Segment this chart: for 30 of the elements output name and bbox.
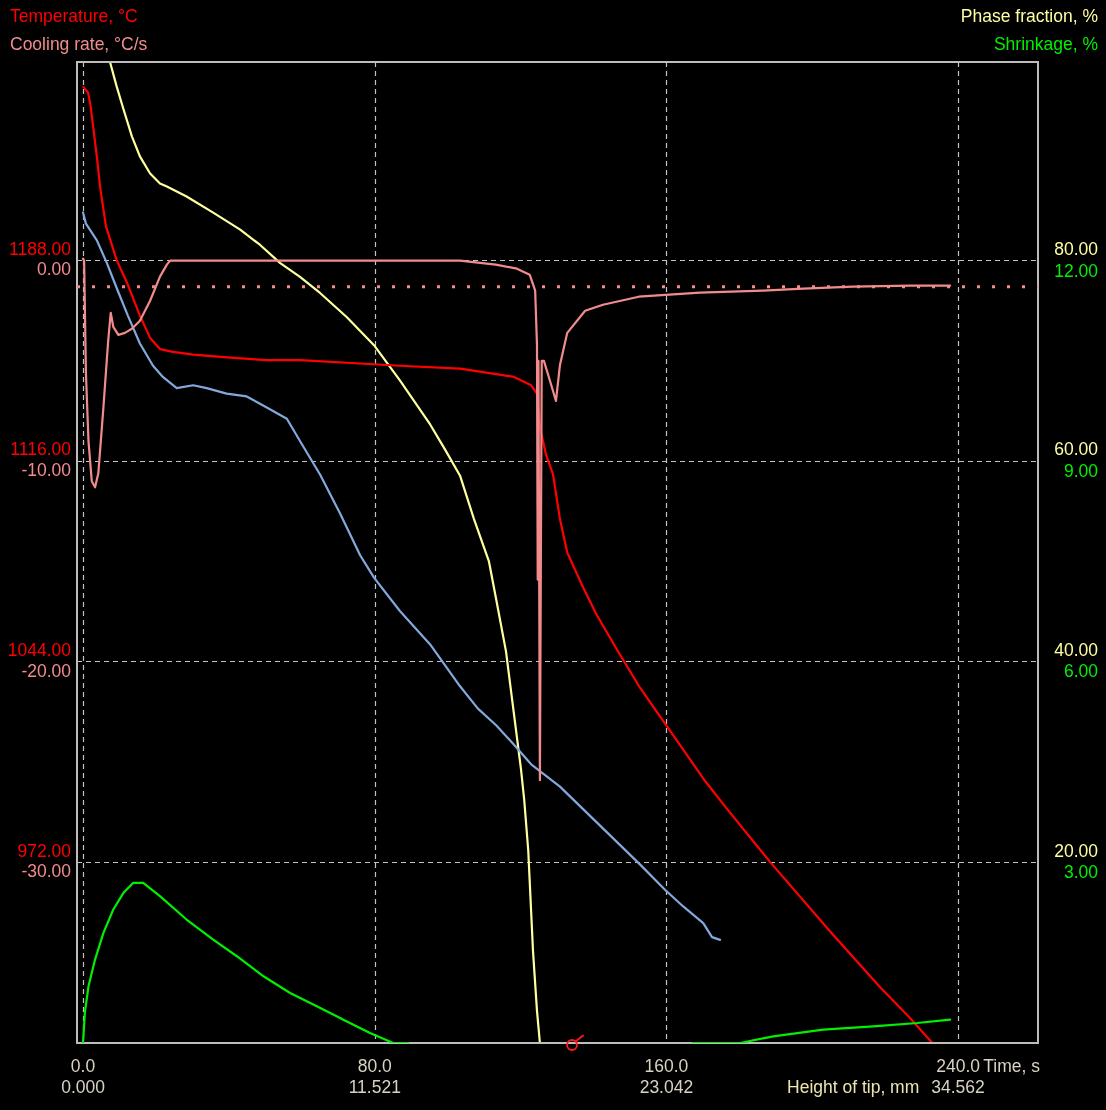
- y-tick-label: -10.00: [21, 460, 72, 481]
- y-tick-label: -30.00: [21, 861, 72, 882]
- y-tick-label: 1116.00: [10, 439, 72, 460]
- y2-axis-title: Shrinkage, %: [993, 33, 1098, 54]
- y-axis-title: Cooling rate, °C/s: [10, 33, 148, 54]
- y-tick-label: 1044.00: [7, 640, 72, 661]
- x-tick-label: 160.0: [644, 1055, 689, 1076]
- y2-tick-label: 6.00: [1063, 661, 1099, 682]
- y2-axis-title: Phase fraction, %: [960, 5, 1098, 26]
- y2-tick-label: 80.00: [1054, 238, 1099, 259]
- y-tick-label: 0.00: [36, 259, 72, 280]
- x-tick-label: 80.0: [357, 1055, 393, 1076]
- y2-tick-label: 20.00: [1054, 841, 1099, 862]
- x2-axis-title: Height of tip, mm: [787, 1076, 920, 1097]
- y-tick-label: 1188.00: [9, 238, 72, 259]
- x2-tick-label: 11.521: [348, 1076, 401, 1097]
- x-tick-label: 240.0: [936, 1055, 981, 1076]
- y2-tick-label: 12.00: [1054, 261, 1099, 282]
- y-tick-label: 972.00: [17, 840, 72, 861]
- x2-tick-label: 34.562: [931, 1076, 985, 1097]
- y2-tick-label: 3.00: [1063, 861, 1099, 882]
- x-axis-title: Time, s: [983, 1055, 1041, 1076]
- y-tick-label: -20.00: [21, 660, 72, 681]
- x-tick-label: 0.0: [70, 1055, 96, 1076]
- y2-tick-label: 9.00: [1063, 461, 1099, 482]
- y2-tick-label: 40.00: [1054, 640, 1099, 661]
- y2-tick-label: 60.00: [1054, 439, 1099, 460]
- x2-tick-label: 0.000: [61, 1076, 106, 1097]
- y-axis-title: Temperature, °C: [10, 5, 138, 26]
- x2-tick-label: 23.042: [639, 1076, 694, 1097]
